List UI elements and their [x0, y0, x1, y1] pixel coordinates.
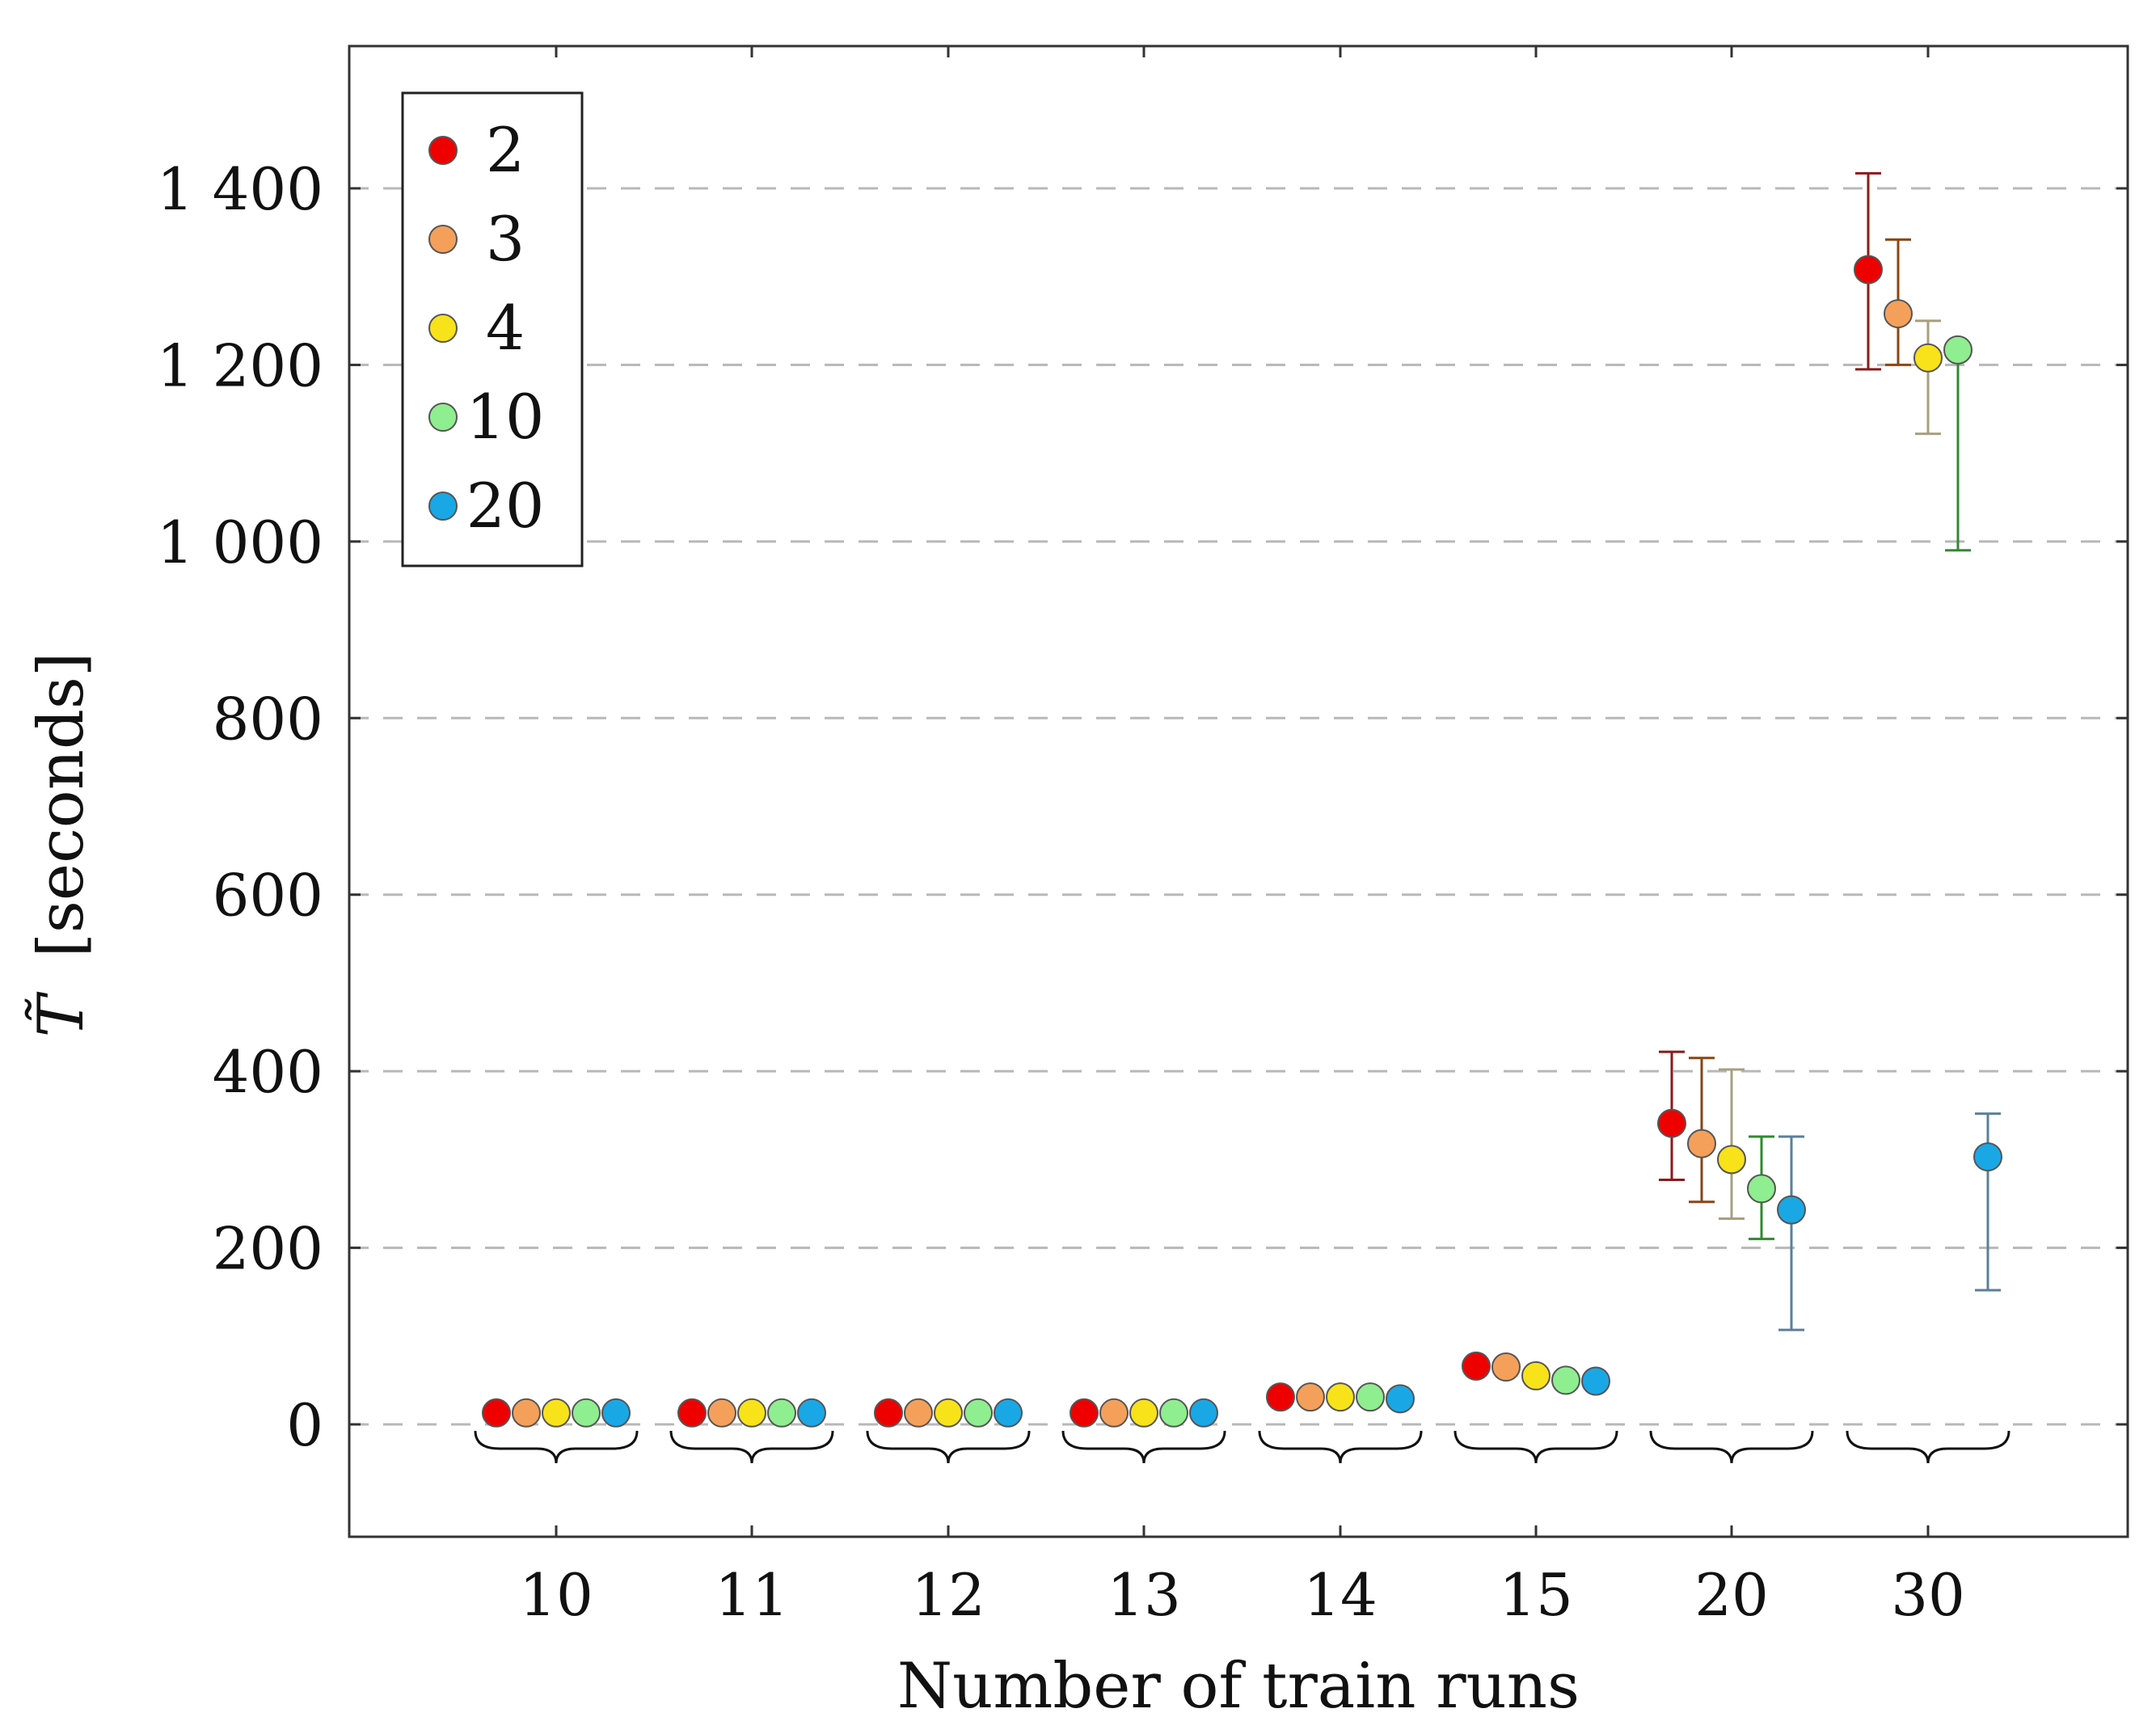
point-2-11	[677, 1398, 707, 1428]
point-20-11	[797, 1398, 826, 1428]
xtick-label: 30	[1891, 1561, 1965, 1629]
legend-marker-3	[428, 225, 458, 254]
group-brace	[669, 1430, 834, 1464]
point-3-20	[1687, 1129, 1716, 1158]
point-20-30	[1973, 1142, 2002, 1172]
point-10-30	[1943, 335, 1972, 365]
xtick-label: 10	[519, 1561, 593, 1629]
xtick-label: 12	[911, 1561, 985, 1629]
point-10-13	[1159, 1398, 1188, 1428]
legend-label-2: 2	[486, 114, 525, 186]
legend-marker-4	[428, 314, 458, 343]
y-axis-unit: [seconds]	[25, 652, 98, 958]
ytick-label: 0	[286, 1391, 323, 1459]
point-20-15	[1581, 1366, 1610, 1396]
xtick-label: 13	[1107, 1561, 1181, 1629]
point-3-12	[904, 1398, 933, 1428]
point-2-10	[482, 1398, 511, 1428]
xtick-label: 15	[1499, 1561, 1573, 1629]
legend-label-20: 20	[466, 470, 545, 542]
point-2-20	[1657, 1108, 1686, 1138]
point-2-13	[1070, 1398, 1099, 1428]
data-points	[482, 255, 2002, 1428]
group-brace	[474, 1430, 639, 1464]
point-4-20	[1717, 1145, 1746, 1175]
point-10-15	[1551, 1365, 1580, 1395]
frame-ticks	[349, 46, 2128, 1537]
group-brace	[866, 1430, 1031, 1464]
legend-marker-20	[428, 492, 458, 521]
legend-marker-10	[428, 403, 458, 432]
legend-label-10: 10	[466, 381, 545, 453]
x-tick-labels: 10 11 12 13 14 15 20 30	[519, 1561, 1965, 1629]
grid-lines	[349, 187, 2128, 1426]
ytick-label: 600	[213, 862, 323, 930]
point-4-30	[1913, 343, 1943, 373]
point-4-15	[1521, 1361, 1551, 1390]
point-3-15	[1491, 1352, 1521, 1382]
legend: 2 3 4 10 20	[401, 91, 584, 567]
y-axis-title-group: T̃ [seconds]	[23, 652, 98, 1038]
xtick-label: 11	[715, 1561, 789, 1629]
group-brace	[1649, 1430, 1814, 1464]
svg-text:T̃ [seconds]: T̃ [seconds]	[23, 652, 98, 1038]
y-axis-symbol: T̃	[23, 991, 98, 1037]
point-3-30	[1884, 299, 1913, 329]
point-4-11	[737, 1398, 766, 1428]
point-20-14	[1386, 1384, 1415, 1414]
point-20-13	[1189, 1398, 1218, 1428]
ytick-label: 1 200	[157, 331, 323, 399]
point-4-14	[1326, 1382, 1355, 1412]
point-4-13	[1129, 1398, 1158, 1428]
group-braces	[474, 1430, 2010, 1464]
group-brace	[1846, 1430, 2010, 1464]
point-10-14	[1356, 1382, 1385, 1412]
point-3-11	[707, 1398, 736, 1428]
xtick-label: 20	[1694, 1561, 1769, 1629]
point-2-15	[1462, 1351, 1491, 1381]
point-20-20	[1777, 1195, 1806, 1225]
x-axis-title: Number of train runs	[897, 1650, 1580, 1723]
group-brace	[1258, 1430, 1423, 1464]
point-20-10	[601, 1398, 631, 1428]
point-10-20	[1747, 1174, 1776, 1204]
error-bars	[1659, 171, 2001, 1331]
ytick-label: 200	[213, 1215, 323, 1283]
point-4-12	[934, 1398, 963, 1428]
y-tick-labels: 0 200 400 600 800 1 000 1 200 1 400	[157, 155, 323, 1459]
point-10-10	[572, 1398, 601, 1428]
point-10-12	[964, 1398, 993, 1428]
ytick-label: 400	[213, 1038, 323, 1106]
ytick-label: 1 400	[157, 155, 323, 223]
legend-marker-2	[428, 136, 458, 165]
group-brace	[1061, 1430, 1226, 1464]
xtick-label: 14	[1303, 1561, 1378, 1629]
legend-label-3: 3	[486, 203, 525, 275]
point-2-30	[1854, 255, 1883, 285]
point-2-12	[874, 1398, 903, 1428]
point-3-14	[1296, 1382, 1325, 1412]
ytick-label: 1 000	[157, 508, 323, 576]
point-2-14	[1266, 1382, 1295, 1412]
ytick-label: 800	[213, 685, 323, 753]
point-4-10	[542, 1398, 571, 1428]
point-20-12	[994, 1398, 1023, 1428]
legend-label-4: 4	[486, 292, 525, 364]
group-brace	[1454, 1430, 1618, 1464]
point-10-11	[767, 1398, 796, 1428]
plot-frame	[348, 44, 2129, 1538]
point-3-13	[1099, 1398, 1129, 1428]
point-3-10	[512, 1398, 541, 1428]
